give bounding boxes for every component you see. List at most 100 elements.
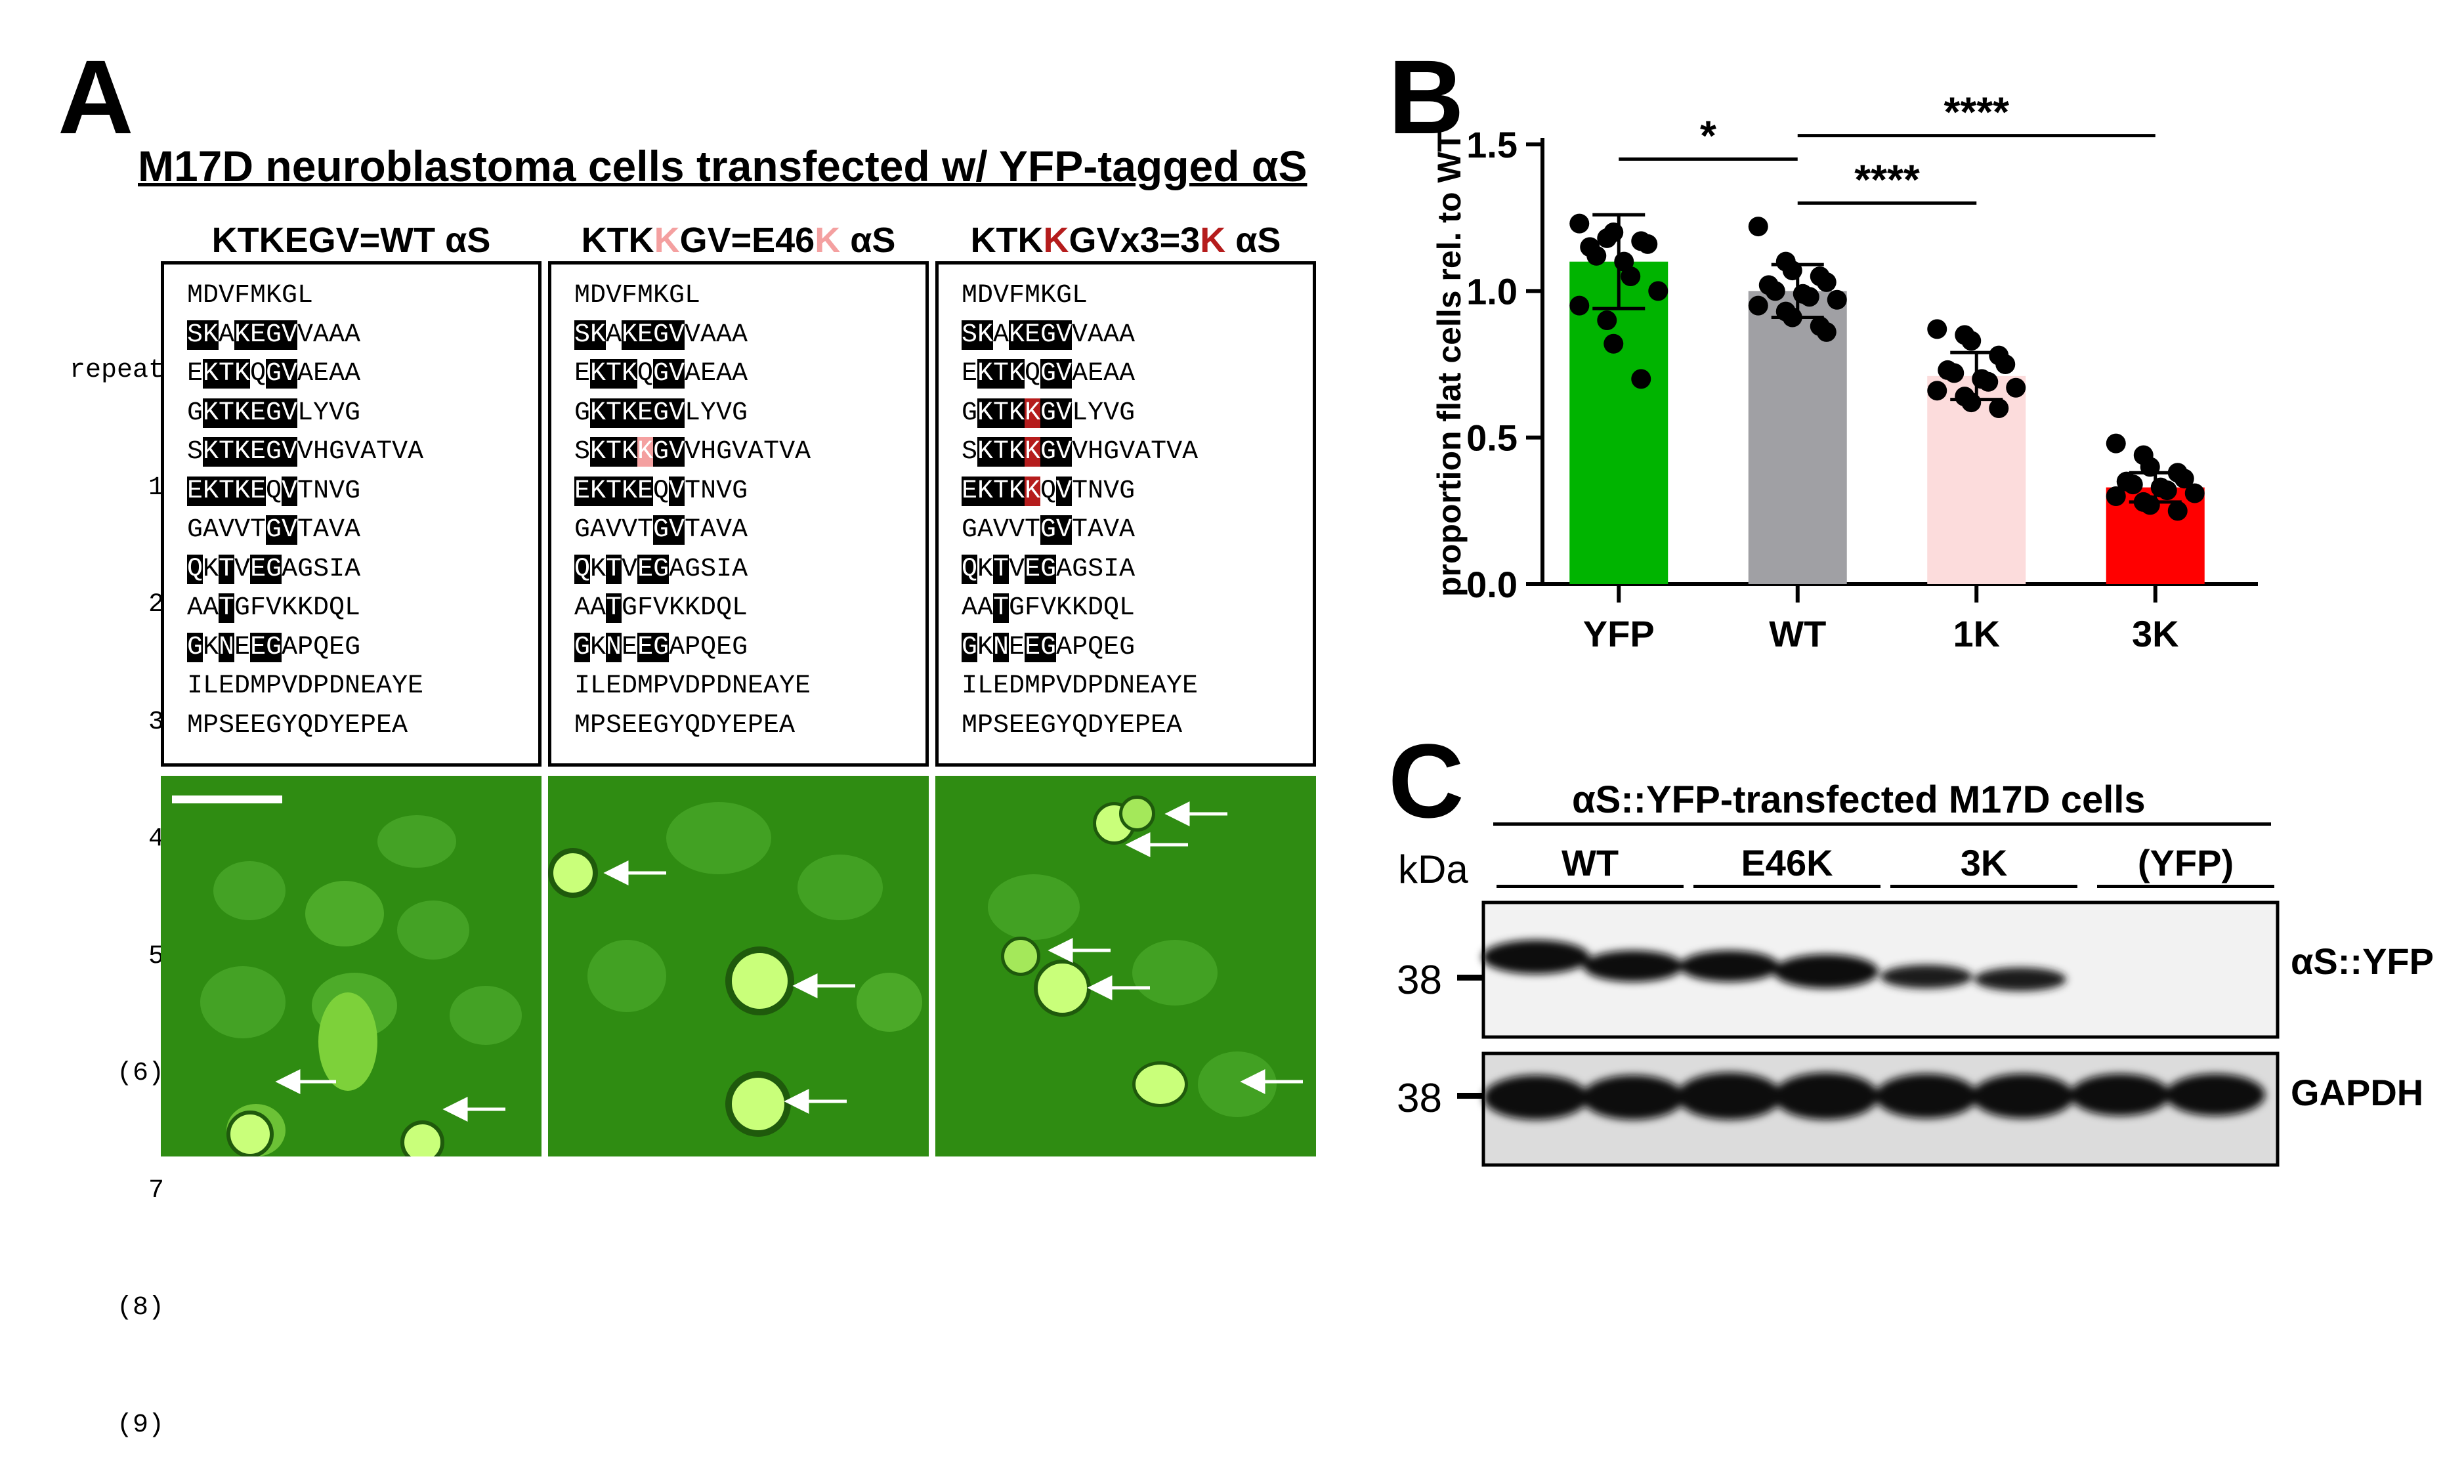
blot-band bbox=[2165, 1074, 2265, 1116]
sequence-line: MPSEEGYQDYEPEA bbox=[187, 710, 408, 740]
cell bbox=[1001, 937, 1040, 976]
data-point bbox=[1927, 319, 1947, 339]
sequence-line: AATGFVKKDQL bbox=[574, 593, 748, 623]
cell bbox=[988, 874, 1080, 940]
blot-band bbox=[1483, 1075, 1588, 1120]
sequence-line: QKTVEGAGSIA bbox=[962, 554, 1136, 584]
blot-band bbox=[1677, 1072, 1782, 1120]
data-point bbox=[1569, 295, 1590, 316]
sequence-line: GKNEEGAPQEG bbox=[574, 632, 748, 662]
cell bbox=[548, 848, 598, 898]
column-title-e46k: KTKKGV=E46K αS bbox=[581, 221, 896, 260]
y-tick-label: 1.0 bbox=[1466, 270, 1518, 312]
data-point bbox=[1638, 234, 1658, 254]
significance-label: **** bbox=[1944, 89, 2009, 136]
sequence-line: GKTKKGVLYVG bbox=[962, 398, 1136, 428]
data-point bbox=[2184, 483, 2205, 503]
cell bbox=[857, 973, 922, 1032]
repeat-number: (6) bbox=[116, 1059, 164, 1088]
y-tick-label: 1.5 bbox=[1466, 124, 1518, 165]
sequence-line: EKTKEQVTNVG bbox=[574, 476, 748, 506]
lane-label-3k: 3K bbox=[1960, 842, 2008, 883]
y-axis-label: proportion flat cells rel. to WT bbox=[1431, 132, 1468, 597]
x-tick-label: 3K bbox=[2132, 613, 2179, 654]
cell bbox=[397, 901, 469, 960]
data-point bbox=[1989, 398, 2009, 418]
panel-b-label: B bbox=[1388, 38, 1464, 156]
sequence-line: MDVFMKGL bbox=[962, 281, 1088, 310]
data-point bbox=[2106, 433, 2126, 454]
cell bbox=[797, 855, 883, 920]
lane-underline bbox=[1497, 885, 1684, 888]
sequence-line: GKNEEGAPQEG bbox=[962, 632, 1136, 662]
blot-band bbox=[1583, 950, 1683, 982]
kda-label: kDa bbox=[1398, 847, 1468, 891]
sequence-line: GKTKEGVLYVG bbox=[574, 398, 748, 428]
data-point bbox=[1569, 213, 1590, 234]
repeat-number: (8) bbox=[116, 1293, 164, 1323]
y-tick-label: 0.0 bbox=[1466, 564, 1518, 605]
sequence-line: EKTKQGVAEAA bbox=[187, 359, 361, 389]
micrograph-e46k bbox=[548, 776, 929, 1156]
sequence-line: ILEDMPVDPDNEAYE bbox=[962, 671, 1199, 701]
sequence-box-e46k: MDVFMKGL SKAKEGVVAAA EKTKQGVAEAA GKTKEGVLYV… bbox=[548, 261, 929, 767]
data-point bbox=[1944, 363, 1965, 383]
y-tick-label: 0.5 bbox=[1466, 417, 1518, 459]
sequence-line: EKTKEQVTNVG bbox=[187, 476, 361, 506]
cell bbox=[200, 966, 286, 1038]
data-point bbox=[1597, 310, 1617, 330]
cell bbox=[587, 940, 666, 1012]
data-point bbox=[1586, 245, 1607, 266]
x-tick-label: 1K bbox=[1953, 613, 2000, 654]
cell bbox=[1119, 795, 1155, 832]
mw-marker-bottom: 38 bbox=[1397, 1076, 1442, 1121]
data-point bbox=[1765, 281, 1785, 301]
micrograph-3k bbox=[935, 776, 1316, 1156]
sequence-line: SKAKEGVVAAA bbox=[574, 320, 748, 350]
sequence-line: SKTKKGVVHGVATVA bbox=[962, 437, 1199, 467]
data-point bbox=[1927, 381, 1947, 401]
sequence-line: EKTKQGVAEAA bbox=[962, 359, 1136, 389]
lane-label-yfp: (YFP) bbox=[2137, 842, 2234, 883]
sequence-alignment-3k: MDVFMKGL SKAKEGVVAAA EKTKQGVAEAA GKTKKGVLYV… bbox=[962, 276, 1198, 745]
data-point bbox=[1995, 354, 2016, 374]
sequence-alignment-wt: MDVFMKGL SKAKEGVVAAA EKTKQGVAEAA GKTKEGVLYV… bbox=[187, 276, 423, 745]
cell bbox=[400, 1120, 444, 1156]
sequence-line: GAVVTGVTAVA bbox=[187, 515, 361, 545]
data-point bbox=[2123, 475, 2143, 495]
x-tick-label: WT bbox=[1769, 613, 1826, 654]
sequence-box-wt: MDVFMKGL SKAKEGVVAAA EKTKQGVAEAA GKTKEGVLYV… bbox=[161, 261, 542, 767]
cell bbox=[226, 1111, 274, 1156]
sequence-line: GKNEEGAPQEG bbox=[187, 632, 361, 662]
lane-label-wt: WT bbox=[1561, 842, 1619, 883]
sequence-line: MDVFMKGL bbox=[574, 281, 701, 310]
data-point bbox=[2167, 501, 2188, 521]
significance-label: * bbox=[1700, 112, 1716, 159]
data-point bbox=[1748, 295, 1768, 316]
blot-band bbox=[1774, 954, 1879, 988]
sequence-line: ILEDMPVDPDNEAYE bbox=[574, 671, 811, 701]
data-point bbox=[2157, 480, 2177, 501]
blot-row-label-asyfp: αS::YFP bbox=[2291, 941, 2434, 982]
data-point bbox=[2006, 377, 2026, 398]
sequence-box-3k: MDVFMKGL SKAKEGVVAAA EKTKQGVAEAA GKTKKGVLYV… bbox=[935, 261, 1316, 767]
sequence-line: QKTVEGAGSIA bbox=[187, 554, 361, 584]
data-point bbox=[1748, 217, 1768, 237]
data-point bbox=[1816, 322, 1837, 342]
data-point bbox=[1621, 266, 1641, 286]
sequence-line: GAVVTGVTAVA bbox=[962, 515, 1136, 545]
bar-yfp bbox=[1569, 261, 1668, 584]
repeat-number: 7 bbox=[148, 1176, 164, 1206]
lane-underline bbox=[2097, 885, 2274, 888]
mw-tick bbox=[1457, 1093, 1482, 1099]
micrograph-overlay bbox=[172, 795, 1303, 1122]
blot-band bbox=[1880, 965, 1972, 988]
sequence-line: AATGFVKKDQL bbox=[187, 593, 361, 623]
data-point bbox=[2106, 486, 2126, 506]
sequence-line: MPSEEGYQDYEPEA bbox=[962, 710, 1183, 740]
blot-band bbox=[1875, 1074, 1978, 1118]
western-blot bbox=[1457, 901, 2280, 1167]
data-point bbox=[1961, 331, 1982, 351]
cell bbox=[1132, 940, 1218, 1006]
blot-band bbox=[1680, 950, 1779, 982]
